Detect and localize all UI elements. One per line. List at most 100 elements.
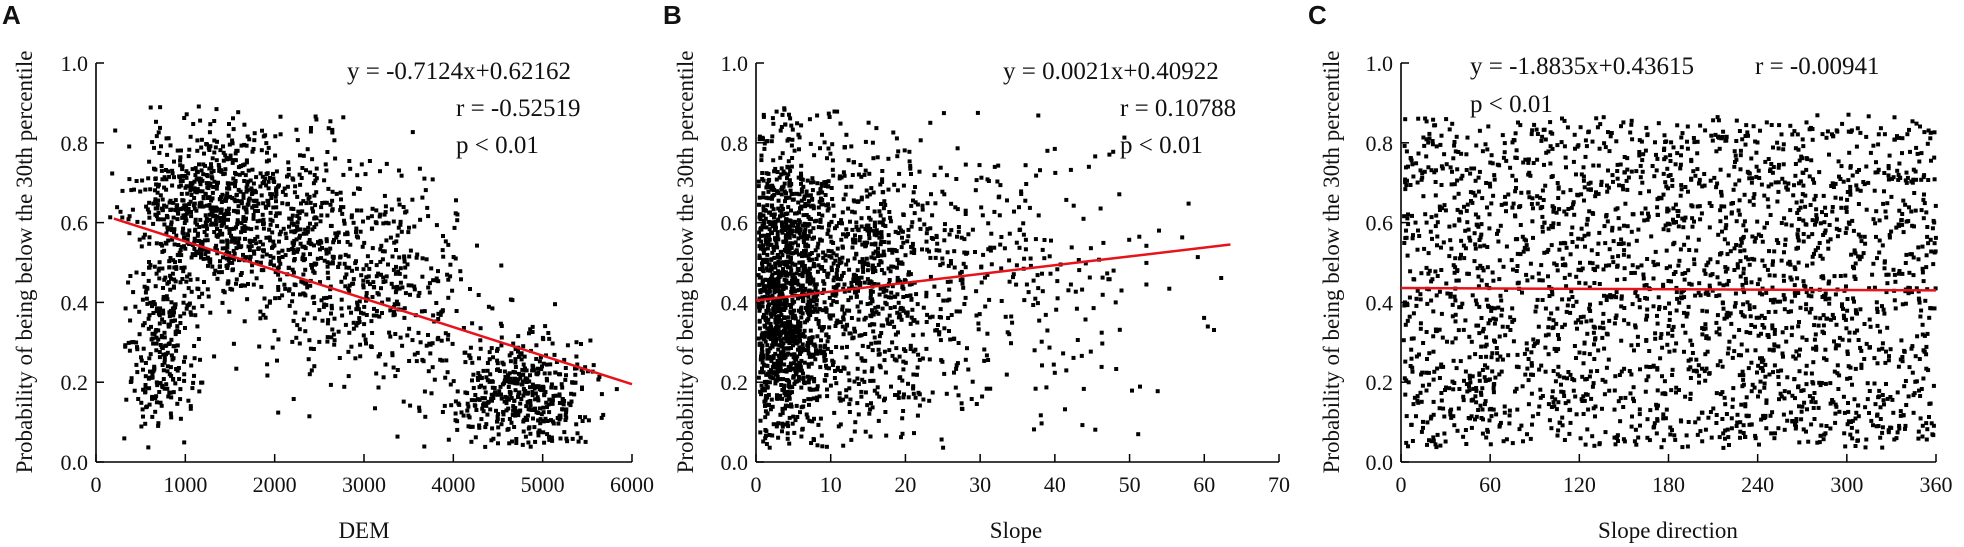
data-point	[806, 199, 811, 204]
data-point	[868, 289, 873, 293]
data-point	[961, 285, 966, 290]
data-point	[225, 242, 230, 247]
data-point	[791, 375, 796, 380]
data-point	[158, 217, 163, 222]
data-point	[785, 436, 790, 441]
data-point	[760, 261, 764, 266]
data-point	[1855, 187, 1860, 192]
data-point	[295, 138, 300, 143]
data-point	[778, 301, 783, 306]
data-point	[845, 344, 849, 349]
data-point	[188, 404, 193, 409]
data-point	[774, 241, 779, 246]
data-point	[273, 213, 278, 218]
data-point	[1735, 420, 1740, 425]
data-point	[868, 227, 873, 231]
data-point	[329, 303, 334, 308]
data-point	[869, 186, 874, 191]
data-point	[900, 235, 904, 240]
data-point	[1081, 216, 1086, 221]
data-point	[165, 227, 170, 232]
data-point	[878, 286, 883, 291]
data-point	[231, 341, 236, 346]
data-point	[786, 351, 791, 356]
data-point	[1798, 347, 1802, 352]
data-point	[160, 243, 165, 248]
data-point	[1621, 437, 1626, 442]
data-point	[213, 205, 218, 210]
data-point	[761, 362, 766, 367]
data-point	[778, 365, 782, 369]
data-point	[815, 384, 820, 389]
data-point	[167, 314, 172, 319]
data-point	[1520, 384, 1525, 389]
data-point	[160, 206, 164, 211]
data-point	[162, 330, 167, 335]
data-point	[773, 319, 778, 324]
data-point	[549, 435, 554, 440]
data-point	[159, 345, 164, 350]
data-point	[780, 230, 785, 235]
data-point	[1403, 322, 1408, 327]
data-point	[254, 198, 259, 203]
data-point	[790, 261, 795, 266]
data-point	[1880, 304, 1884, 309]
data-point	[1678, 166, 1683, 171]
data-point	[169, 353, 174, 358]
data-point	[1180, 235, 1185, 240]
data-point	[924, 239, 929, 244]
data-point	[856, 412, 861, 417]
data-point	[784, 191, 788, 196]
data-point	[1632, 399, 1636, 404]
data-point	[1424, 265, 1429, 270]
data-point	[908, 272, 913, 277]
data-point	[181, 300, 186, 305]
data-point	[295, 224, 299, 229]
data-point	[947, 287, 952, 292]
data-point	[474, 408, 479, 412]
data-point	[774, 396, 779, 401]
data-point	[135, 219, 140, 224]
data-point	[216, 232, 221, 237]
data-point	[1511, 267, 1515, 272]
data-point	[196, 104, 201, 109]
data-point	[1641, 276, 1646, 281]
data-point	[757, 296, 762, 301]
data-point	[856, 382, 861, 386]
data-point	[821, 250, 826, 255]
data-point	[778, 214, 782, 219]
data-point	[207, 203, 212, 207]
data-point	[821, 255, 826, 260]
data-point	[1824, 424, 1829, 428]
data-point	[773, 378, 778, 383]
data-point	[765, 203, 770, 208]
data-point	[212, 138, 217, 143]
data-point	[922, 222, 927, 227]
data-point	[150, 304, 154, 309]
data-point	[1009, 341, 1013, 346]
data-point	[890, 284, 895, 289]
data-point	[548, 362, 553, 367]
data-point	[799, 315, 804, 320]
data-point	[819, 181, 824, 186]
data-point	[799, 123, 804, 128]
data-point	[1655, 388, 1660, 393]
data-point	[362, 322, 367, 327]
data-point	[1683, 185, 1688, 189]
data-point	[320, 318, 325, 323]
data-point	[884, 433, 889, 438]
data-point	[1546, 325, 1551, 330]
data-point	[248, 254, 253, 259]
data-point	[822, 349, 827, 354]
data-point	[534, 357, 539, 361]
data-point	[814, 348, 818, 353]
data-point	[557, 401, 562, 405]
data-point	[769, 212, 774, 217]
data-point	[327, 261, 332, 266]
data-point	[547, 336, 552, 341]
data-point	[777, 175, 782, 180]
data-point	[873, 241, 878, 246]
data-point	[123, 306, 128, 311]
data-point	[1596, 348, 1601, 353]
data-point	[986, 179, 991, 183]
